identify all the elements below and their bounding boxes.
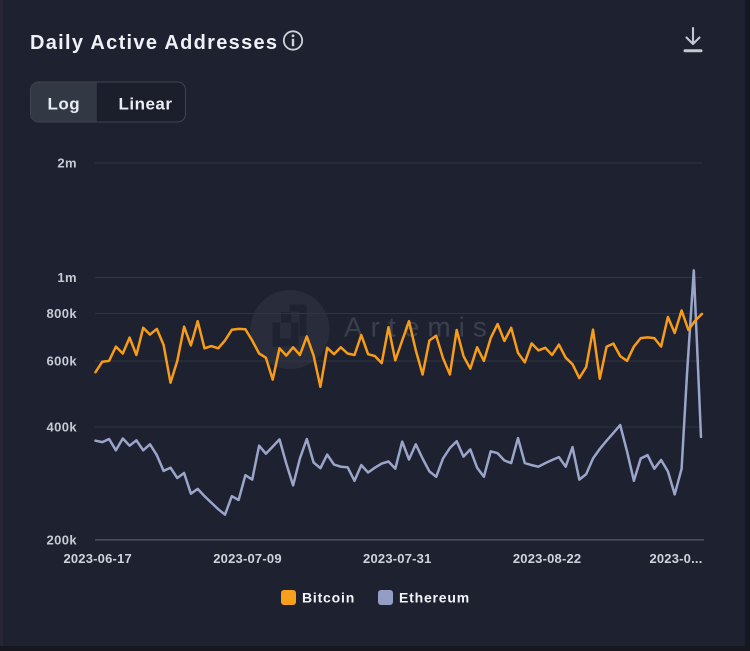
svg-text:Artemis: Artemis	[344, 312, 495, 343]
svg-text:2023-06-17: 2023-06-17	[63, 551, 132, 566]
svg-text:1m: 1m	[57, 270, 77, 285]
svg-text:Ethereum: Ethereum	[399, 590, 470, 606]
svg-text:2023-07-31: 2023-07-31	[363, 551, 432, 566]
svg-text:600k: 600k	[46, 354, 77, 369]
svg-text:Log: Log	[47, 95, 80, 114]
svg-text:Daily Active Addresses: Daily Active Addresses	[30, 32, 278, 54]
svg-text:2023-08-22: 2023-08-22	[513, 551, 582, 566]
svg-text:800k: 800k	[46, 306, 77, 321]
svg-text:2m: 2m	[57, 156, 77, 171]
svg-text:400k: 400k	[46, 420, 77, 435]
svg-text:Linear: Linear	[118, 95, 172, 114]
svg-text:200k: 200k	[46, 532, 77, 547]
svg-text:Bitcoin: Bitcoin	[302, 590, 355, 606]
svg-text:2023-0...: 2023-0...	[649, 551, 702, 566]
svg-text:2023-07-09: 2023-07-09	[213, 551, 282, 566]
